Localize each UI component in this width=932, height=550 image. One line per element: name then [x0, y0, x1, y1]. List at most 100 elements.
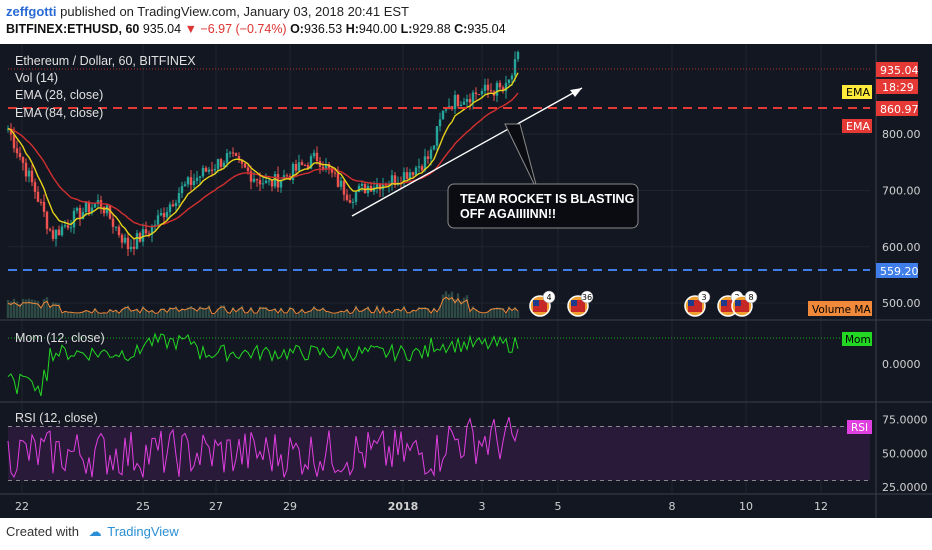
volume-bar: [516, 310, 520, 318]
candle-body: [27, 170, 31, 177]
volume-bar: [330, 313, 334, 318]
time-tick-label: 3: [479, 500, 486, 513]
legend-rsi[interactable]: RSI (12, close): [15, 411, 98, 425]
candle-body: [12, 134, 16, 149]
candle-body: [345, 194, 349, 200]
trend-arrow-line[interactable]: [351, 87, 583, 217]
volume-bar: [315, 309, 319, 318]
candle-body: [306, 164, 310, 169]
volume-bar: [234, 312, 238, 318]
candle-body: [438, 119, 442, 127]
volume-bar: [423, 307, 427, 318]
volume-bar: [489, 308, 493, 318]
symbol-line: BITFINEX:ETHUSD, 60 935.04 ▼ −6.97 (−0.7…: [6, 22, 506, 36]
candle-body: [225, 153, 229, 163]
volume-bar: [114, 309, 118, 318]
volume-bar: [360, 310, 364, 318]
flag-canton: [533, 300, 539, 306]
candle-body: [48, 228, 52, 231]
volume-bar: [492, 307, 496, 318]
candle-body: [153, 224, 157, 226]
candle-body: [468, 99, 472, 103]
volume-bar: [63, 311, 67, 318]
candle-body: [477, 94, 481, 96]
candle-body: [411, 172, 415, 176]
tradingview-logo-icon[interactable]: ☁: [88, 524, 102, 539]
volume-bar: [45, 297, 49, 318]
volume-bar: [297, 312, 301, 318]
mom-tag-text: Mom: [845, 334, 871, 346]
volume-bar: [39, 306, 43, 318]
volume-bar: [132, 309, 136, 318]
volume-bar: [150, 310, 154, 318]
candle-body: [51, 230, 55, 239]
volume-bar: [162, 308, 166, 318]
volume-bar: [321, 307, 325, 318]
volume-bar: [354, 305, 358, 318]
candle-body: [147, 233, 151, 235]
callout-box[interactable]: [447, 183, 639, 229]
candle-body: [81, 212, 85, 219]
volume-bar: [180, 308, 184, 318]
volume-bar: [198, 306, 202, 318]
candle-body: [501, 87, 505, 92]
candle-body: [93, 203, 97, 208]
ema-84-tag: [842, 119, 872, 133]
candle-body: [204, 167, 208, 172]
flag-canton: [688, 300, 694, 306]
volume-bar: [213, 314, 217, 318]
candle-body: [249, 171, 253, 182]
candle-body: [156, 215, 160, 225]
volume-bars: [6, 291, 520, 318]
candle-body: [504, 83, 508, 92]
rsi-line: [7, 416, 519, 479]
volume-bar: [246, 312, 250, 318]
event-badges[interactable]: 436328: [529, 290, 758, 317]
volume-bar: [222, 305, 226, 318]
candle-body: [495, 82, 499, 96]
volume-bar: [426, 308, 430, 318]
time-axis: 22 25 27 29 2018 3 5 8 10 12: [15, 500, 828, 513]
candle-body: [108, 205, 112, 219]
candle-body: [459, 104, 463, 107]
volume-bar: [465, 295, 469, 318]
volume-bar: [387, 310, 391, 318]
ema-84-tag-text: EMA: [846, 120, 870, 133]
candle-body: [516, 51, 520, 60]
legend-vol[interactable]: Vol (14): [15, 71, 58, 85]
volume-bar: [309, 310, 313, 318]
tradingview-brand[interactable]: TradingView: [107, 524, 179, 539]
time-tick-label: 25: [136, 500, 150, 513]
volume-bar: [495, 307, 499, 318]
candle-body: [45, 211, 49, 229]
chart-canvas[interactable]: TEAM ROCKET IS BLASTING OFF AGAIIIINN!! …: [0, 44, 932, 518]
candle-body: [102, 206, 106, 214]
candle-body: [237, 156, 241, 160]
volume-bar: [141, 305, 145, 318]
candle-body: [186, 177, 190, 185]
volume-bar: [249, 307, 253, 318]
volume-bar: [207, 305, 211, 318]
callout-line-1: TEAM ROCKET IS BLASTING: [460, 192, 634, 206]
legend-ema-28[interactable]: EMA (28, close): [15, 88, 103, 102]
legend-title[interactable]: Ethereum / Dollar, 60, BITFINEX: [15, 54, 196, 68]
volume-bar: [54, 302, 58, 318]
legend-ema-84[interactable]: EMA (84, close): [15, 106, 103, 120]
volume-bar: [318, 309, 322, 318]
legend-mom[interactable]: Mom (12, close): [15, 331, 105, 345]
volume-bar: [480, 313, 484, 318]
event-count-bubble: [744, 290, 758, 304]
volume-bar: [87, 311, 91, 318]
volume-bar: [333, 313, 337, 318]
candle-body: [231, 152, 235, 154]
author-name[interactable]: zeffgotti: [6, 4, 57, 19]
volume-bar: [327, 312, 331, 318]
volume-bar: [144, 309, 148, 318]
time-tick-label: 12: [814, 500, 828, 513]
candle-body: [435, 126, 439, 146]
event-count: 36: [582, 293, 592, 302]
candle-body: [252, 178, 256, 182]
volume-bar: [441, 294, 445, 318]
candle-body: [414, 167, 418, 176]
volume-bar: [273, 308, 277, 318]
